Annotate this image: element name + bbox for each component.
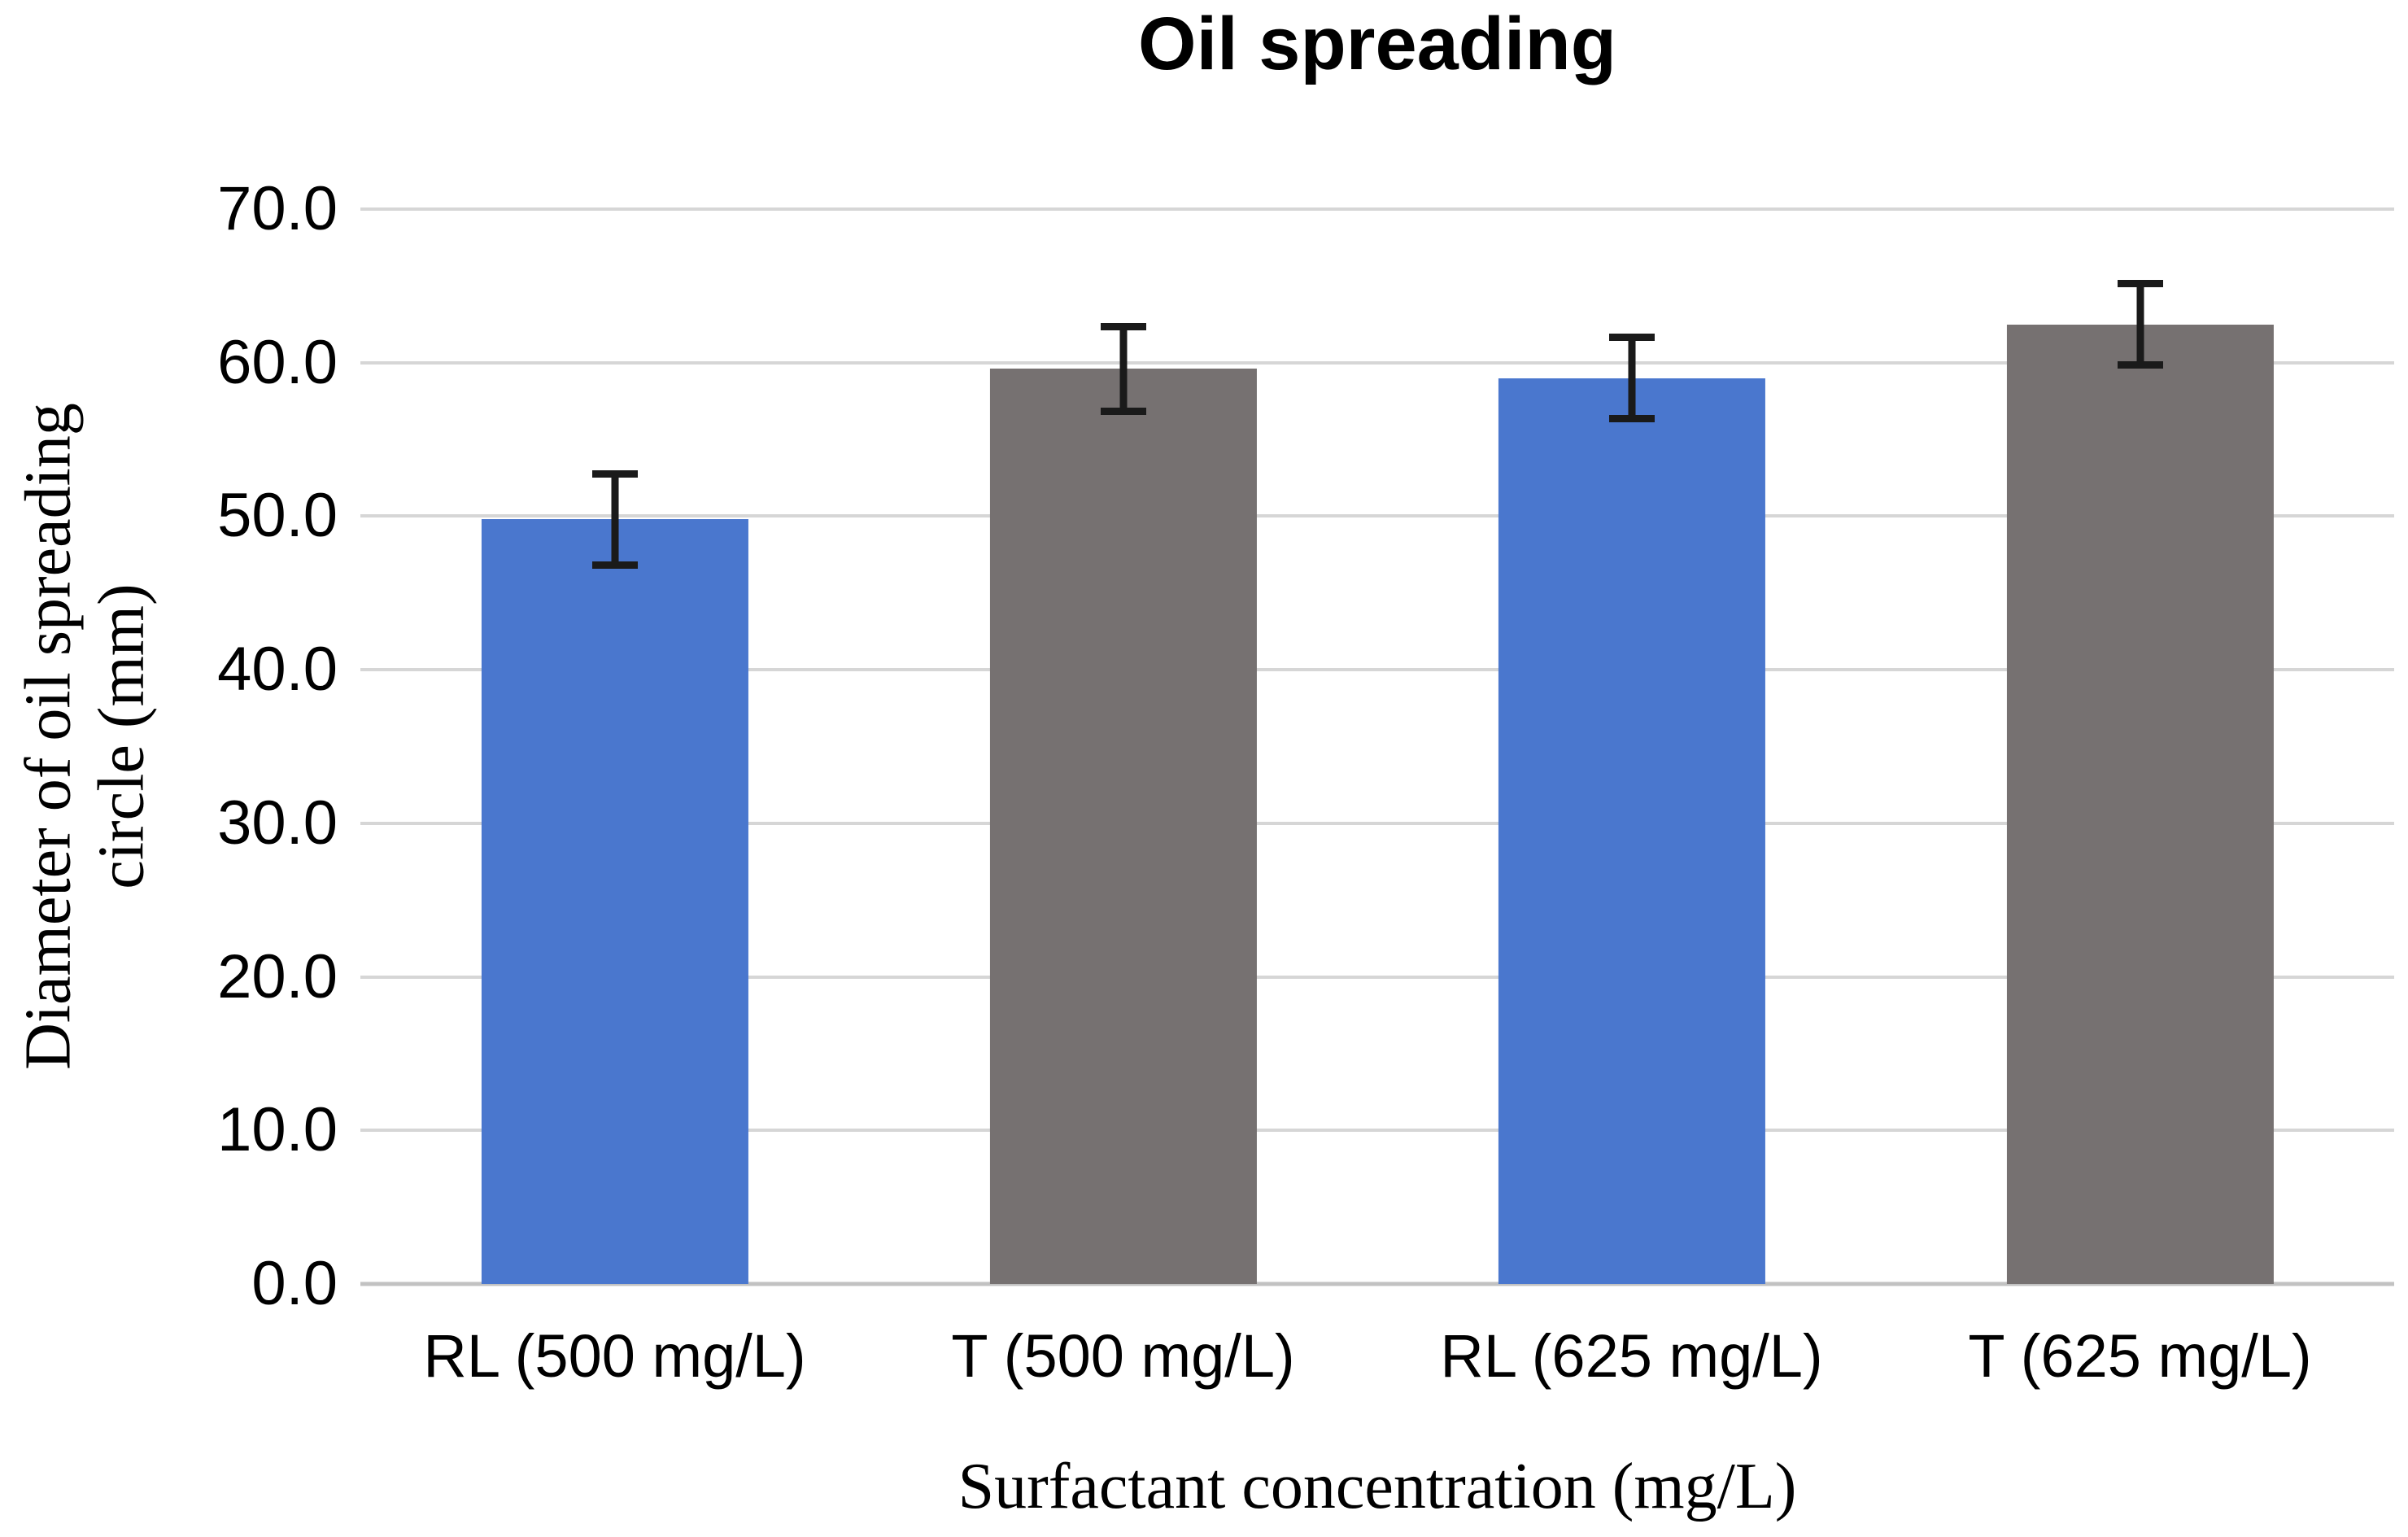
gridline — [360, 207, 2394, 211]
x-tick-label: T (625 mg/L) — [1968, 1322, 2312, 1390]
gridline — [360, 821, 2394, 825]
bar — [481, 519, 748, 1284]
x-axis-title: Surfactant concentration (mg/L) — [958, 1451, 1797, 1522]
error-bar-cap-top — [1100, 322, 1146, 330]
gridline — [360, 668, 2394, 672]
bar-slot: T (500 mg/L) — [869, 209, 1377, 1390]
x-tick-label: RL (625 mg/L) — [1440, 1322, 1823, 1390]
error-bar — [1608, 333, 1655, 423]
error-bar — [1100, 322, 1146, 415]
bar-slot: RL (500 mg/L) — [360, 209, 869, 1390]
x-axis-line — [360, 1282, 2394, 1286]
y-axis-title: Diameter of oil spreading circle (mm) — [12, 85, 158, 1387]
error-bar-cap-bottom — [1608, 415, 1655, 423]
error-bar — [591, 469, 638, 569]
bar-slot: RL (625 mg/L) — [1377, 209, 1886, 1390]
error-bar-cap-bottom — [591, 561, 638, 569]
bar — [1498, 378, 1765, 1284]
gridline — [360, 1129, 2394, 1133]
error-bar-cap-bottom — [1100, 407, 1146, 415]
x-tick-label: T (500 mg/L) — [951, 1322, 1295, 1390]
plot-area: 0.0 10.0 20.0 30.0 40.0 50.0 60.0 70.0 RL (500 m… — [217, 178, 2394, 1390]
bar — [2006, 324, 2274, 1284]
bar — [989, 369, 1257, 1284]
y-axis-title-line-2: circle (mm) — [85, 583, 157, 889]
error-bar-line — [1119, 322, 1127, 415]
error-bar-cap-top — [591, 469, 638, 478]
error-bar-line — [1628, 333, 1635, 423]
error-bar-line — [2136, 279, 2144, 369]
y-axis-title-line-1: Diameter of oil spreading — [12, 403, 85, 1070]
error-bar — [2117, 279, 2163, 369]
error-bar-line — [611, 469, 618, 569]
error-bar-cap-top — [1608, 333, 1655, 341]
error-bar-cap-top — [2117, 279, 2163, 287]
x-tick-label: RL (500 mg/L) — [423, 1322, 806, 1390]
gridline — [360, 360, 2394, 365]
error-bar-cap-bottom — [2117, 361, 2163, 369]
bar-slot: T (625 mg/L) — [1886, 209, 2394, 1390]
gridline — [360, 975, 2394, 979]
gridline — [360, 514, 2394, 518]
chart-title: Oil spreading — [1138, 2, 1616, 85]
